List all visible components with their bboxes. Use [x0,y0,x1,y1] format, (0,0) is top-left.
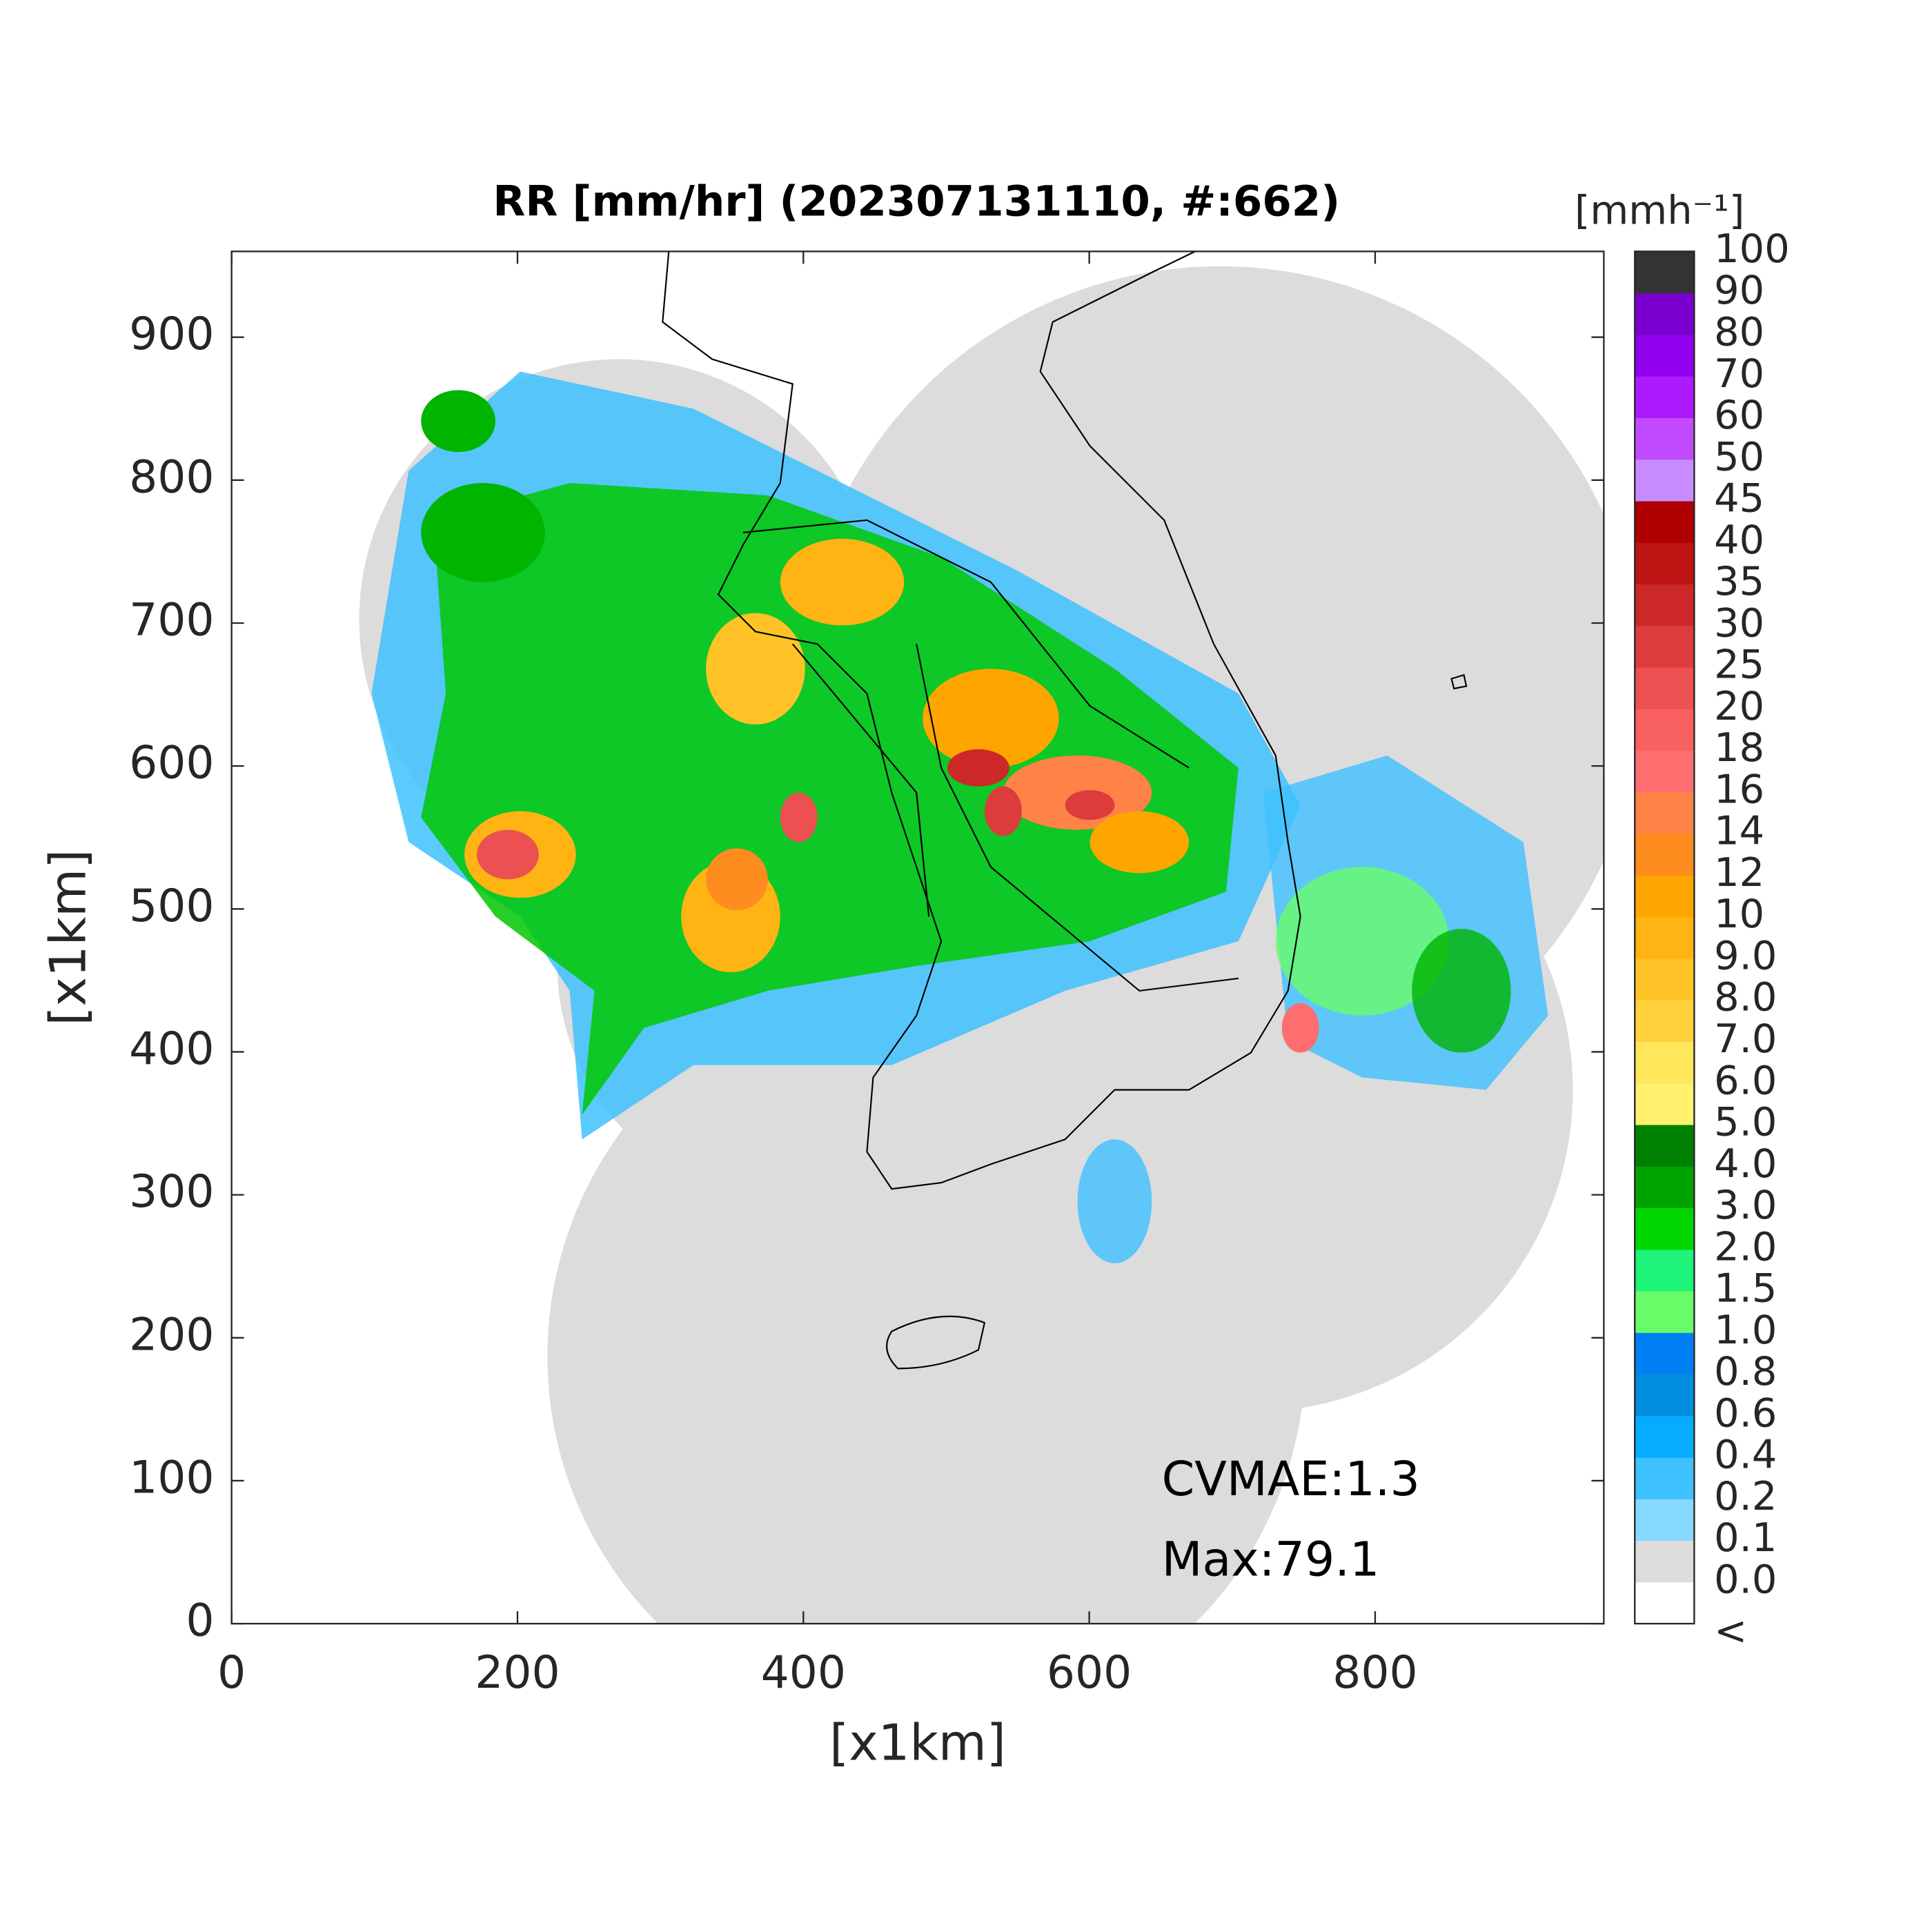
colorbar-label: 50 [1714,433,1764,480]
colorbar-label: 0.8 [1714,1348,1777,1394]
y-tick-label: 100 [129,1452,214,1504]
colorbar-label: 25 [1714,642,1764,688]
annotation: Max:79.1 [1162,1533,1380,1588]
colorbar-segment [1635,958,1695,1000]
y-tick-label: 600 [129,738,214,789]
colorbar-segment [1635,1124,1695,1167]
colorbar-label: 80 [1714,309,1764,355]
colorbar-label: 70 [1714,351,1764,397]
coastline [662,251,1468,1370]
colorbar-segment [1635,916,1695,959]
x-tick-label: 0 [217,1647,246,1699]
colorbar-label: 10 [1714,891,1764,937]
colorbar-label: 4.0 [1714,1141,1777,1187]
colorbar-label: < [1714,1608,1747,1654]
colorbar-label: 1.0 [1714,1307,1777,1353]
colorbar-label: 8.0 [1714,974,1777,1021]
y-tick-label: 400 [129,1023,214,1075]
figure-content: RR [mm/hr] (202307131110, #:662) [x1km] … [39,177,1790,1772]
colorbar-segment [1635,459,1695,502]
colorbar-segment [1635,584,1695,627]
colorbar-label: 0.1 [1714,1515,1777,1561]
colorbar-label: 45 [1714,475,1764,522]
colorbar-label: 16 [1714,766,1764,812]
rain-echoes [371,371,1548,1263]
colorbar-label: 40 [1714,517,1764,563]
colorbar-label: 9.0 [1714,932,1777,978]
y-tick-label: 0 [186,1595,214,1647]
colorbar-segment [1635,542,1695,585]
y-tick-label: 800 [129,451,214,503]
colorbar-label: 0.2 [1714,1473,1777,1519]
y-tick-label: 200 [129,1309,214,1361]
colorbar-label: 100 [1714,226,1790,272]
colorbar-frame [1634,250,1695,1625]
colorbar-segment [1635,293,1695,335]
colorbar-segment [1635,1540,1695,1583]
colorbar-label: 0.6 [1714,1390,1777,1436]
y-tick-label: 700 [129,595,214,647]
y-tick-label: 500 [129,880,214,932]
colorbar-segment [1635,875,1695,918]
colorbar-label: 0.0 [1714,1556,1777,1602]
colorbar-segment [1635,334,1695,377]
colorbar-segment [1635,500,1695,543]
colorbar-label: 7.0 [1714,1016,1777,1062]
colorbar-label: 6.0 [1714,1057,1777,1103]
colorbar-segment [1635,1208,1695,1250]
colorbar-label: 30 [1714,600,1764,646]
x-tick-label: 600 [1047,1647,1132,1699]
colorbar-title: [mmh⁻¹] [1575,187,1744,233]
colorbar-segment [1635,1083,1695,1125]
colorbar-segment [1635,1041,1695,1084]
x-tick-label: 200 [475,1647,560,1699]
annotation: CVMAE:1.3 [1162,1452,1420,1507]
colorbar-segment [1635,791,1695,834]
colorbar-segment [1635,1166,1695,1209]
x-tick-label: 800 [1332,1647,1417,1699]
colorbar-label: 0.4 [1714,1432,1777,1478]
colorbar-label: 5.0 [1714,1099,1777,1145]
colorbar-segment [1635,667,1695,709]
colorbar-segment [1635,1499,1695,1541]
plot-frame [230,250,1605,1625]
colorbar-label: 60 [1714,392,1764,438]
colorbar-segment [1635,1374,1695,1417]
colorbar-segment [1635,834,1695,876]
radar-field [359,251,1604,1624]
colorbar-label: 2.0 [1714,1223,1777,1270]
x-tick-label: 400 [761,1647,846,1699]
colorbar-label: 35 [1714,558,1764,604]
x-axis-label: [x1km] [829,1713,1006,1771]
chart-title: RR [mm/hr] (202307131110, #:662) [493,177,1340,226]
colorbar-segment [1635,1415,1695,1458]
colorbar-label: 12 [1714,849,1764,896]
colorbar-segment [1635,1000,1695,1042]
colorbar-segment [1635,625,1695,668]
colorbar-segment [1635,251,1695,294]
y-tick-label: 900 [129,308,214,360]
y-axis-label: [x1km] [39,849,97,1026]
colorbar-segment [1635,417,1695,460]
colorbar-label: 18 [1714,724,1764,771]
colorbar-segment [1635,1290,1695,1333]
colorbar-segment [1635,376,1695,418]
colorbar-segment [1635,1457,1695,1499]
colorbar-label: 3.0 [1714,1182,1777,1228]
colorbar-segment [1635,1581,1695,1624]
colorbar-label: 90 [1714,267,1764,313]
colorbar-segment [1635,709,1695,751]
colorbar-segment [1635,750,1695,793]
colorbar-label: 20 [1714,683,1764,729]
y-tick-label: 300 [129,1166,214,1218]
colorbar-segment [1635,1249,1695,1292]
colorbar-label: 14 [1714,808,1764,854]
colorbar-segment [1635,1332,1695,1375]
colorbar-label: 1.5 [1714,1265,1777,1312]
